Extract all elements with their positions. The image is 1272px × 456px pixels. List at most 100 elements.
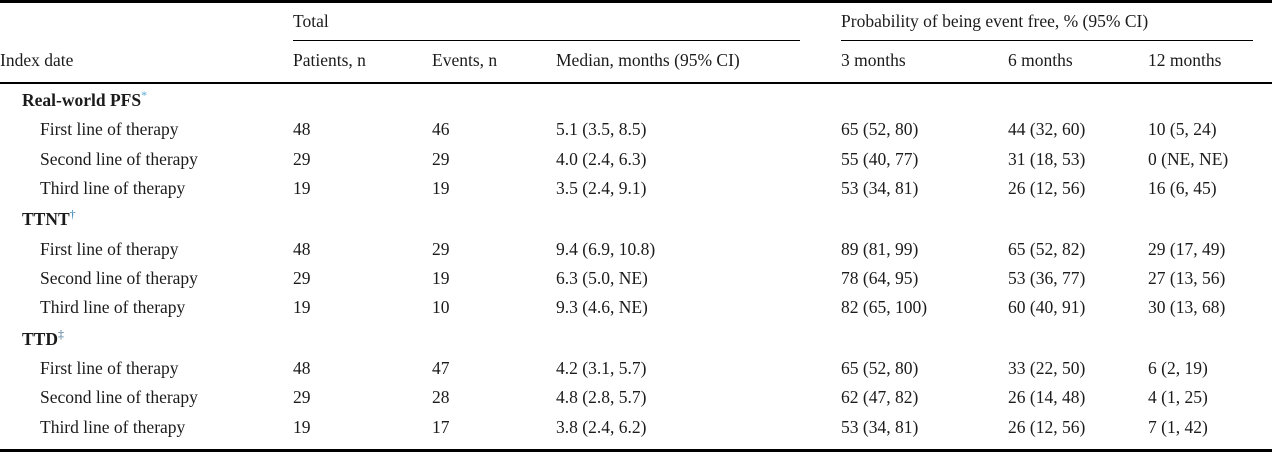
cell-12-months: 29 (17, 49)	[1148, 238, 1226, 259]
cell-events: 29	[432, 238, 450, 259]
group-header-spacer	[0, 2, 293, 42]
table-row: Third line of therapy 19 19 3.5 (2.4, 9.…	[0, 174, 1272, 203]
cell-12-months: 27 (13, 56)	[1148, 268, 1226, 289]
table-row: Third line of therapy 19 10 9.3 (4.6, NE…	[0, 293, 1272, 322]
cell-3-months: 65 (52, 80)	[841, 119, 919, 140]
cell-median: 4.8 (2.8, 5.7)	[556, 387, 647, 408]
section-label: TTNT	[22, 209, 70, 230]
row-label: Third line of therapy	[40, 178, 186, 199]
cell-patients: 29	[293, 268, 311, 289]
table-row: Second line of therapy 29 28 4.8 (2.8, 5…	[0, 383, 1272, 412]
cell-median: 9.4 (6.9, 10.8)	[556, 238, 656, 259]
cell-patients: 48	[293, 119, 311, 140]
cell-patients: 29	[293, 148, 311, 169]
footnote-marker-dagger: †	[69, 207, 76, 222]
cell-3-months: 55 (40, 77)	[841, 148, 919, 169]
cell-3-months: 82 (65, 100)	[841, 297, 928, 318]
cell-6-months: 65 (52, 82)	[1008, 238, 1086, 259]
row-label: First line of therapy	[40, 238, 179, 259]
table-row: First line of therapy 48 47 4.2 (3.1, 5.…	[0, 354, 1272, 383]
table-row: First line of therapy 48 29 9.4 (6.9, 10…	[0, 235, 1272, 264]
cell-patients: 29	[293, 387, 311, 408]
cell-3-months: 78 (64, 95)	[841, 268, 919, 289]
section-row-ttd: TTD‡	[0, 323, 1272, 354]
cell-median: 4.0 (2.4, 6.3)	[556, 148, 647, 169]
cell-events: 47	[432, 358, 450, 378]
cell-3-months: 53 (34, 81)	[841, 178, 919, 199]
cell-6-months: 33 (22, 50)	[1008, 358, 1086, 378]
row-label: Third line of therapy	[40, 297, 186, 318]
row-label: First line of therapy	[40, 119, 179, 140]
cell-3-months: 65 (52, 80)	[841, 358, 919, 378]
cell-median: 3.5 (2.4, 9.1)	[556, 178, 647, 199]
cell-patients: 48	[293, 358, 311, 378]
column-header-12-months: 12 months	[1148, 50, 1222, 70]
section-label: Real-world PFS	[22, 90, 142, 110]
cell-median: 9.3 (4.6, NE)	[556, 297, 648, 318]
section-header: TTNT†	[0, 203, 1272, 234]
cell-6-months: 26 (12, 56)	[1008, 416, 1086, 437]
cell-12-months: 10 (5, 24)	[1148, 119, 1217, 140]
cell-6-months: 53 (36, 77)	[1008, 268, 1086, 289]
table-row: Third line of therapy 19 17 3.8 (2.4, 6.…	[0, 413, 1272, 451]
cell-12-months: 0 (NE, NE)	[1148, 148, 1229, 169]
cell-events: 29	[432, 148, 450, 169]
footnote-marker-asterisk: *	[141, 88, 148, 103]
cell-12-months: 30 (13, 68)	[1148, 297, 1226, 318]
cell-events: 19	[432, 268, 450, 289]
cell-6-months: 44 (32, 60)	[1008, 119, 1086, 140]
row-label: Second line of therapy	[40, 387, 198, 408]
cell-events: 17	[432, 416, 450, 437]
cell-12-months: 6 (2, 19)	[1148, 358, 1208, 378]
section-header: Real-world PFS*	[0, 83, 1272, 115]
probability-span-rule: Probability of being event free, % (95% …	[841, 12, 1254, 41]
cell-median: 3.8 (2.4, 6.2)	[556, 416, 647, 437]
cell-patients: 19	[293, 297, 311, 318]
table-header: Total Probability of being event free, %…	[0, 2, 1272, 83]
cell-events: 19	[432, 178, 450, 199]
column-header-row: Index date Patients, n Events, n Median,…	[0, 41, 1272, 83]
table-row: Second line of therapy 29 29 4.0 (2.4, 6…	[0, 145, 1272, 174]
cell-3-months: 89 (81, 99)	[841, 238, 919, 259]
cell-3-months: 62 (47, 82)	[841, 387, 919, 408]
cell-6-months: 26 (14, 48)	[1008, 387, 1086, 408]
column-header-patients: Patients, n	[293, 50, 366, 70]
cell-events: 28	[432, 387, 450, 408]
cell-patients: 19	[293, 178, 311, 199]
cell-6-months: 60 (40, 91)	[1008, 297, 1086, 318]
section-row-ttnt: TTNT†	[0, 203, 1272, 234]
column-header-events: Events, n	[432, 50, 498, 70]
cell-median: 5.1 (3.5, 8.5)	[556, 119, 647, 140]
cell-12-months: 7 (1, 42)	[1148, 416, 1208, 437]
group-header-probability: Probability of being event free, % (95% …	[841, 2, 1272, 41]
cell-patients: 48	[293, 238, 311, 259]
cell-12-months: 16 (6, 45)	[1148, 178, 1217, 199]
group-header-row: Total Probability of being event free, %…	[0, 2, 1272, 42]
row-label: Second line of therapy	[40, 268, 198, 289]
group-header-total-label: Total	[293, 11, 329, 31]
column-header-6-months: 6 months	[1008, 50, 1073, 70]
footnote-marker-double-dagger: ‡	[57, 326, 64, 341]
row-label: First line of therapy	[40, 358, 179, 378]
row-label: Third line of therapy	[40, 416, 186, 437]
table-row: Second line of therapy 29 19 6.3 (5.0, N…	[0, 264, 1272, 293]
cell-6-months: 26 (12, 56)	[1008, 178, 1086, 199]
cell-median: 4.2 (3.1, 5.7)	[556, 358, 647, 378]
cell-patients: 19	[293, 416, 311, 437]
cell-6-months: 31 (18, 53)	[1008, 148, 1086, 169]
table-body: Real-world PFS* First line of therapy 48…	[0, 83, 1272, 450]
table-row: First line of therapy 48 46 5.1 (3.5, 8.…	[0, 115, 1272, 144]
section-header: TTD‡	[0, 323, 1272, 354]
cell-events: 46	[432, 119, 450, 140]
row-label: Second line of therapy	[40, 148, 198, 169]
column-header-median: Median, months (95% CI)	[556, 50, 740, 70]
cell-12-months: 4 (1, 25)	[1148, 387, 1208, 408]
section-row-pfs: Real-world PFS*	[0, 83, 1272, 115]
column-header-index-date: Index date	[0, 50, 74, 70]
column-header-3-months: 3 months	[841, 50, 906, 70]
cell-events: 10	[432, 297, 450, 318]
total-span-rule: Total	[293, 11, 801, 41]
cell-median: 6.3 (5.0, NE)	[556, 268, 648, 289]
group-header-total: Total	[293, 2, 841, 41]
